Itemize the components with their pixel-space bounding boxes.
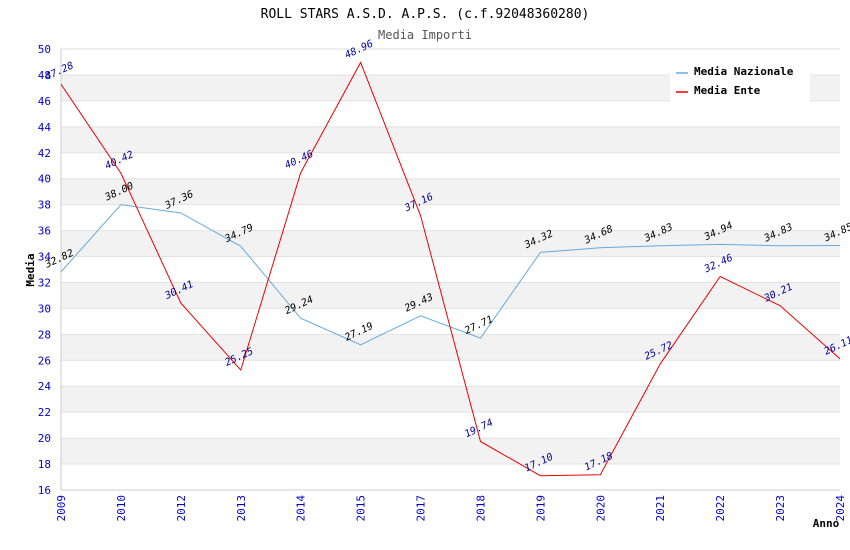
x-tick-label: 2010: [115, 495, 128, 522]
grid-band: [61, 204, 840, 231]
chart-title: ROLL STARS A.S.D. A.P.S. (c.f.9204836028…: [261, 7, 590, 22]
y-tick-label: 36: [38, 225, 51, 238]
y-tick-label: 16: [38, 484, 51, 497]
legend-box: [670, 60, 810, 102]
grid-band: [61, 126, 840, 153]
x-tick-label: 2017: [415, 495, 428, 522]
series-line-ente: [60, 61, 841, 477]
y-tick-label: 24: [38, 380, 52, 393]
grid-band: [61, 282, 840, 309]
y-tick-label: 50: [38, 43, 51, 56]
x-tick-label: 2023: [774, 495, 787, 522]
y-tick-label: 28: [38, 328, 51, 341]
y-tick-label: 22: [38, 406, 51, 419]
y-tick-label: 26: [38, 354, 51, 367]
grid-band: [61, 412, 840, 439]
y-tick-label: 46: [38, 95, 51, 108]
legend-label-ente: Media Ente: [694, 84, 761, 97]
grid-band: [61, 464, 840, 490]
x-axis-title: Anno: [813, 517, 840, 530]
grid-band: [61, 386, 840, 413]
grid-band: [61, 334, 840, 361]
chart-subtitle: Media Importi: [378, 28, 472, 42]
x-tick-labels: 2009 2010 2012 2013 2014 2015 2017 2018 2019 2020…: [55, 495, 847, 522]
x-tick-label: 2019: [534, 495, 547, 522]
y-axis-title: Media: [24, 253, 37, 286]
y-tick-label: 38: [38, 199, 51, 212]
grid-bands: [61, 48, 840, 491]
x-tick-label: 2014: [295, 495, 308, 522]
x-tick-label: 2020: [594, 495, 607, 522]
x-tick-label: 2022: [714, 495, 727, 522]
y-tick-label: 48: [38, 69, 51, 82]
y-tick-label: 34: [38, 251, 52, 264]
legend: Media Nazionale Media Ente: [670, 60, 810, 102]
y-tick-label: 20: [38, 432, 51, 445]
x-tick-label: 2024: [834, 495, 847, 522]
grid-band: [61, 438, 840, 465]
legend-label-nazionale: Media Nazionale: [694, 65, 794, 78]
grid-band: [61, 152, 840, 179]
x-tick-label: 2015: [355, 495, 368, 522]
x-tick-label: 2012: [175, 495, 188, 522]
grid-band: [61, 100, 840, 127]
x-tick-label: 2009: [55, 495, 68, 522]
y-tick-label: 18: [38, 458, 51, 471]
y-tick-label: 44: [38, 121, 52, 134]
grid-band: [61, 178, 840, 205]
y-tick-labels: 16 18 20 22 24 26 28 30 32 34 36 38 40 42 44 46 48 50: [38, 43, 52, 497]
x-tick-label: 2018: [474, 495, 487, 522]
y-tick-label: 40: [38, 173, 51, 186]
grid-band: [61, 360, 840, 387]
grid-band: [61, 230, 840, 257]
y-tick-label: 42: [38, 147, 51, 160]
x-tick-label: 2021: [654, 495, 667, 522]
y-tick-label: 30: [38, 302, 51, 315]
grid-band: [61, 256, 840, 283]
series-lines: [60, 61, 841, 477]
y-tick-label: 32: [38, 276, 51, 289]
x-tick-label: 2013: [235, 495, 248, 522]
